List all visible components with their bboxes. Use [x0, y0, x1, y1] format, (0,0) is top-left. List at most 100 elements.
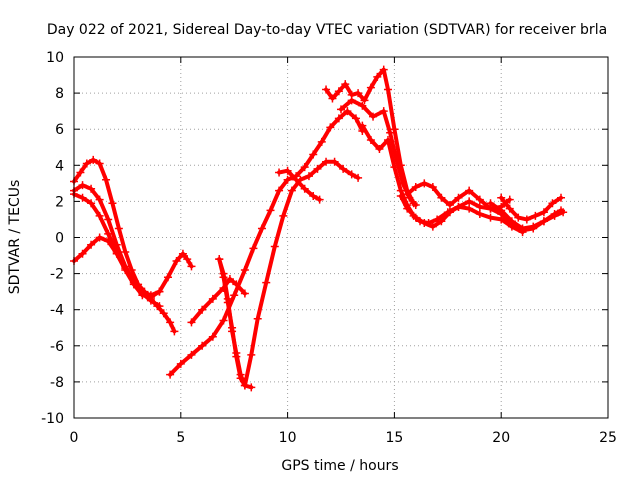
data-point [366, 83, 375, 92]
data-point [347, 96, 356, 105]
data-point [379, 65, 388, 74]
data-point [121, 265, 130, 274]
data-point [228, 327, 237, 336]
data-point [309, 150, 318, 159]
data-point [475, 195, 484, 204]
data-point [253, 314, 262, 323]
data-point [420, 179, 429, 188]
data-point [155, 287, 164, 296]
data-point [322, 85, 331, 94]
y-tick-label: -2 [50, 267, 64, 283]
data-point [347, 170, 356, 179]
data-point [522, 215, 531, 224]
data-point [87, 184, 96, 193]
y-tick-label: 0 [55, 231, 64, 247]
data-point [275, 168, 284, 177]
axis-ticks: 0 5 10 15 20 25 -10 -8 -6 -4 -2 0 2 4 6 8 10 [41, 50, 617, 446]
data-point [486, 199, 495, 208]
y-axis-label: SDTVAR / TECUs [7, 180, 23, 295]
data-point [170, 327, 179, 336]
data-point [232, 280, 241, 289]
data-point [514, 213, 523, 222]
y-tick-label: 8 [55, 86, 64, 102]
series-10 [322, 65, 418, 208]
data-point [104, 229, 113, 238]
data-point [507, 217, 516, 226]
data-point [445, 201, 454, 210]
data-point [411, 201, 420, 210]
data-point [445, 208, 454, 217]
data-point [550, 211, 559, 220]
data-point [230, 291, 239, 300]
data-point [531, 211, 540, 220]
x-tick-label: 15 [385, 430, 403, 446]
data-point [275, 186, 284, 195]
data-point [411, 213, 420, 222]
data-point [358, 121, 367, 130]
data-point [257, 224, 266, 233]
data-point [78, 249, 87, 258]
data-point [354, 173, 363, 182]
series-trace [217, 159, 361, 388]
y-tick-label: -6 [50, 339, 64, 355]
series-9 [275, 166, 324, 204]
data-point [334, 114, 343, 123]
data-point [76, 168, 85, 177]
data-point [454, 193, 463, 202]
series-11 [337, 96, 420, 210]
data-point [437, 193, 446, 202]
data-point [208, 294, 217, 303]
data-point [283, 166, 292, 175]
y-tick-label: 4 [55, 158, 64, 174]
data-point [114, 224, 123, 233]
data-point [411, 182, 420, 191]
data-point [287, 186, 296, 195]
x-tick-label: 5 [176, 430, 185, 446]
data-point [559, 208, 568, 217]
data-point [390, 125, 399, 134]
data-point [339, 164, 348, 173]
data-point [129, 280, 138, 289]
data-point [317, 137, 326, 146]
data-point [309, 191, 318, 200]
data-point [198, 305, 207, 314]
series-14 [403, 179, 514, 213]
data-point [529, 222, 538, 231]
data-point [300, 163, 309, 172]
data-point [539, 217, 548, 226]
series-16 [486, 199, 568, 233]
data-point [279, 211, 288, 220]
data-point [95, 211, 104, 220]
data-point [379, 107, 388, 116]
series-8 [215, 255, 256, 392]
y-tick-label: -10 [41, 411, 64, 427]
data-point [354, 89, 363, 98]
data-point [486, 213, 495, 222]
data-point [403, 190, 412, 199]
data-point [82, 159, 91, 168]
data-point [337, 105, 345, 114]
data-point [163, 273, 172, 282]
data-point [187, 318, 196, 327]
data-point [247, 383, 256, 392]
data-point [322, 157, 331, 166]
data-point [375, 145, 384, 154]
data-point [219, 316, 228, 325]
data-point [240, 289, 249, 298]
data-point [270, 242, 279, 251]
data-point [187, 262, 196, 271]
data-point [497, 206, 506, 215]
data-point [176, 359, 185, 368]
data-point [240, 381, 249, 390]
data-point [146, 293, 155, 302]
series-layer [70, 65, 568, 392]
data-point [236, 370, 245, 379]
data-point [225, 275, 234, 284]
data-point [266, 206, 275, 215]
data-point [475, 202, 484, 211]
y-tick-label: 2 [55, 194, 64, 210]
data-point [518, 224, 527, 233]
data-point [505, 195, 514, 204]
data-point [428, 222, 437, 231]
